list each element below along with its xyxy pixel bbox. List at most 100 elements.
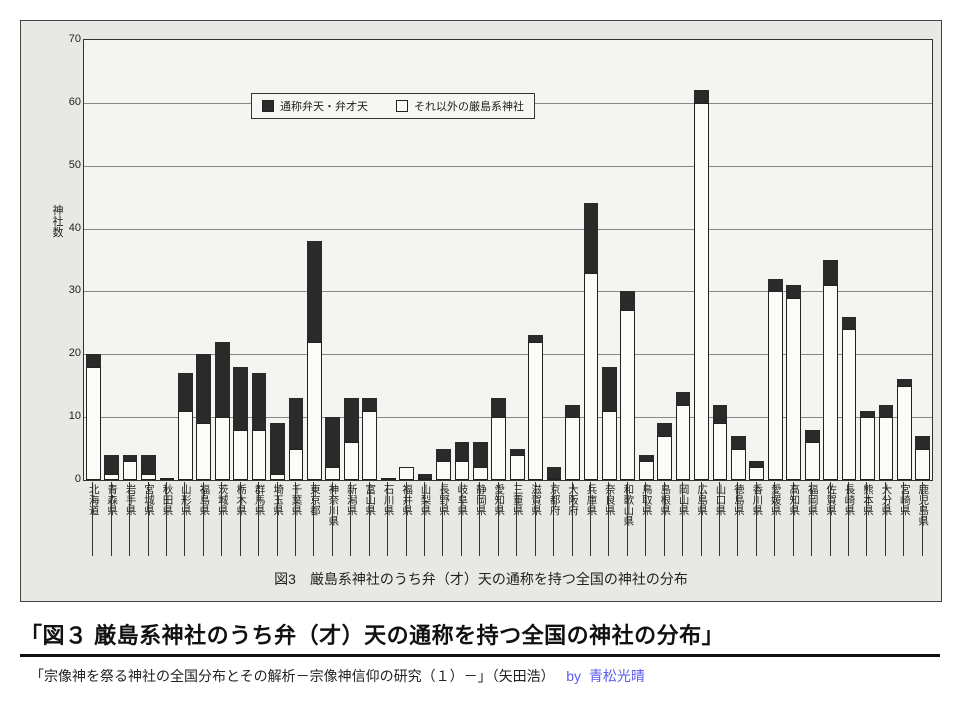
bar-stack bbox=[786, 285, 801, 480]
bar-segment-black bbox=[325, 417, 340, 467]
bar-segment-white bbox=[307, 342, 322, 480]
bar-slot bbox=[637, 40, 655, 480]
source-author: 青松光晴 bbox=[589, 668, 645, 684]
source-line: 「宗像神を祭る神社の全国分布とその解析－宗像神信仰の研究（１）－」（矢田浩） b… bbox=[30, 666, 940, 686]
bar-segment-white bbox=[528, 342, 543, 480]
x-tick-label: 鹿児島県 bbox=[922, 482, 929, 556]
x-tick-label: 奈良県 bbox=[608, 482, 615, 556]
bar-slot bbox=[711, 40, 729, 480]
bar-slot bbox=[655, 40, 673, 480]
bar-stack bbox=[713, 405, 728, 480]
x-tick-label: 岐阜県 bbox=[461, 482, 468, 556]
bar-segment-white bbox=[289, 449, 304, 480]
bar-slot bbox=[840, 40, 858, 480]
y-tick-label: 30 bbox=[55, 284, 81, 296]
bar-segment-white bbox=[86, 367, 101, 480]
legend: 通称弁天・弁才天 それ以外の厳島系神社 bbox=[251, 93, 535, 119]
y-tick-label: 40 bbox=[55, 222, 81, 234]
y-tick-label: 50 bbox=[55, 159, 81, 171]
x-tick-label: 島根県 bbox=[664, 482, 671, 556]
bar-segment-white bbox=[768, 291, 783, 480]
y-tick-label: 70 bbox=[55, 33, 81, 45]
bar-segment-white bbox=[510, 455, 525, 480]
source-by-label: by bbox=[566, 668, 581, 684]
x-tick-label: 富山県 bbox=[369, 482, 376, 556]
x-tick-label: 長崎県 bbox=[848, 482, 855, 556]
bar-stack bbox=[676, 392, 691, 480]
bar-segment-white bbox=[473, 467, 488, 480]
bar-stack bbox=[620, 291, 635, 480]
x-tick-label: 千葉県 bbox=[295, 482, 302, 556]
bar-stack bbox=[805, 430, 820, 480]
bar-stack bbox=[344, 398, 359, 480]
bar-segment-black bbox=[215, 342, 230, 417]
x-tick-label: 北海道 bbox=[92, 482, 99, 556]
bar-stack bbox=[897, 379, 912, 480]
bar-segment-white bbox=[252, 430, 267, 480]
bar-stack bbox=[362, 398, 377, 480]
bar-stack bbox=[196, 354, 211, 480]
bar-segment-white bbox=[344, 442, 359, 480]
y-tick-label: 10 bbox=[55, 410, 81, 422]
x-tick-label: 青森県 bbox=[111, 482, 118, 556]
bar-segment-black bbox=[694, 90, 709, 103]
x-tick-label: 東京都 bbox=[313, 482, 320, 556]
bar-stack bbox=[694, 90, 709, 480]
bar-segment-white bbox=[786, 298, 801, 480]
bar-stack bbox=[252, 373, 267, 480]
bar-segment-white bbox=[657, 436, 672, 480]
bar-segment-white bbox=[620, 310, 635, 480]
bar-slot bbox=[692, 40, 710, 480]
bar-segment-black bbox=[473, 442, 488, 467]
bar-slot bbox=[674, 40, 692, 480]
bar-segment-black bbox=[344, 398, 359, 442]
x-tick-label: 徳島県 bbox=[737, 482, 744, 556]
x-tick-label: 大分県 bbox=[885, 482, 892, 556]
bar-stack bbox=[270, 423, 285, 480]
bar-segment-white bbox=[491, 417, 506, 480]
bar-stack bbox=[584, 203, 599, 480]
bar-slot bbox=[785, 40, 803, 480]
bar-slot bbox=[563, 40, 581, 480]
x-tick-label: 三重県 bbox=[516, 482, 523, 556]
bar-segment-white bbox=[565, 417, 580, 480]
bar-segment-white bbox=[860, 417, 875, 480]
bar-segment-white bbox=[436, 461, 451, 480]
bar-segment-white bbox=[694, 103, 709, 480]
bar-stack bbox=[602, 367, 617, 480]
bar-segment-white bbox=[805, 442, 820, 480]
bar-segment-white bbox=[731, 449, 746, 480]
source-text: 「宗像神を祭る神社の全国分布とその解析－宗像神信仰の研究（１）－」（矢田浩） bbox=[30, 668, 555, 684]
bar-stack bbox=[178, 373, 193, 480]
bar-segment-white bbox=[584, 273, 599, 480]
bar-segment-black bbox=[805, 430, 820, 443]
bar-segment-black bbox=[307, 241, 322, 342]
bar-segment-white bbox=[602, 411, 617, 480]
bar-stack bbox=[823, 260, 838, 480]
bar-stack bbox=[141, 455, 156, 480]
x-tick-label: 栃木県 bbox=[240, 482, 247, 556]
bar-segment-black bbox=[362, 398, 377, 411]
legend-item-white: それ以外の厳島系神社 bbox=[396, 98, 524, 114]
bar-segment-white bbox=[196, 423, 211, 480]
bar-stack bbox=[547, 467, 562, 480]
bar-stack bbox=[860, 411, 875, 480]
bar-slot bbox=[914, 40, 932, 480]
bar-segment-black bbox=[768, 279, 783, 292]
bar-stack bbox=[639, 455, 654, 480]
bar-stack bbox=[233, 367, 248, 480]
bar-stack bbox=[215, 342, 230, 480]
bar-slot bbox=[877, 40, 895, 480]
bar-segment-black bbox=[141, 455, 156, 474]
bar-segment-white bbox=[325, 467, 340, 480]
bar-slot bbox=[195, 40, 213, 480]
x-tick-label: 山形県 bbox=[184, 482, 191, 556]
bar-stack bbox=[289, 398, 304, 480]
bar-segment-white bbox=[879, 417, 894, 480]
bar-stack bbox=[842, 317, 857, 480]
legend-swatch-black bbox=[262, 100, 274, 112]
bar-segment-black bbox=[289, 398, 304, 448]
bar-slot bbox=[231, 40, 249, 480]
bar-segment-black bbox=[602, 367, 617, 411]
bar-segment-white bbox=[897, 386, 912, 480]
